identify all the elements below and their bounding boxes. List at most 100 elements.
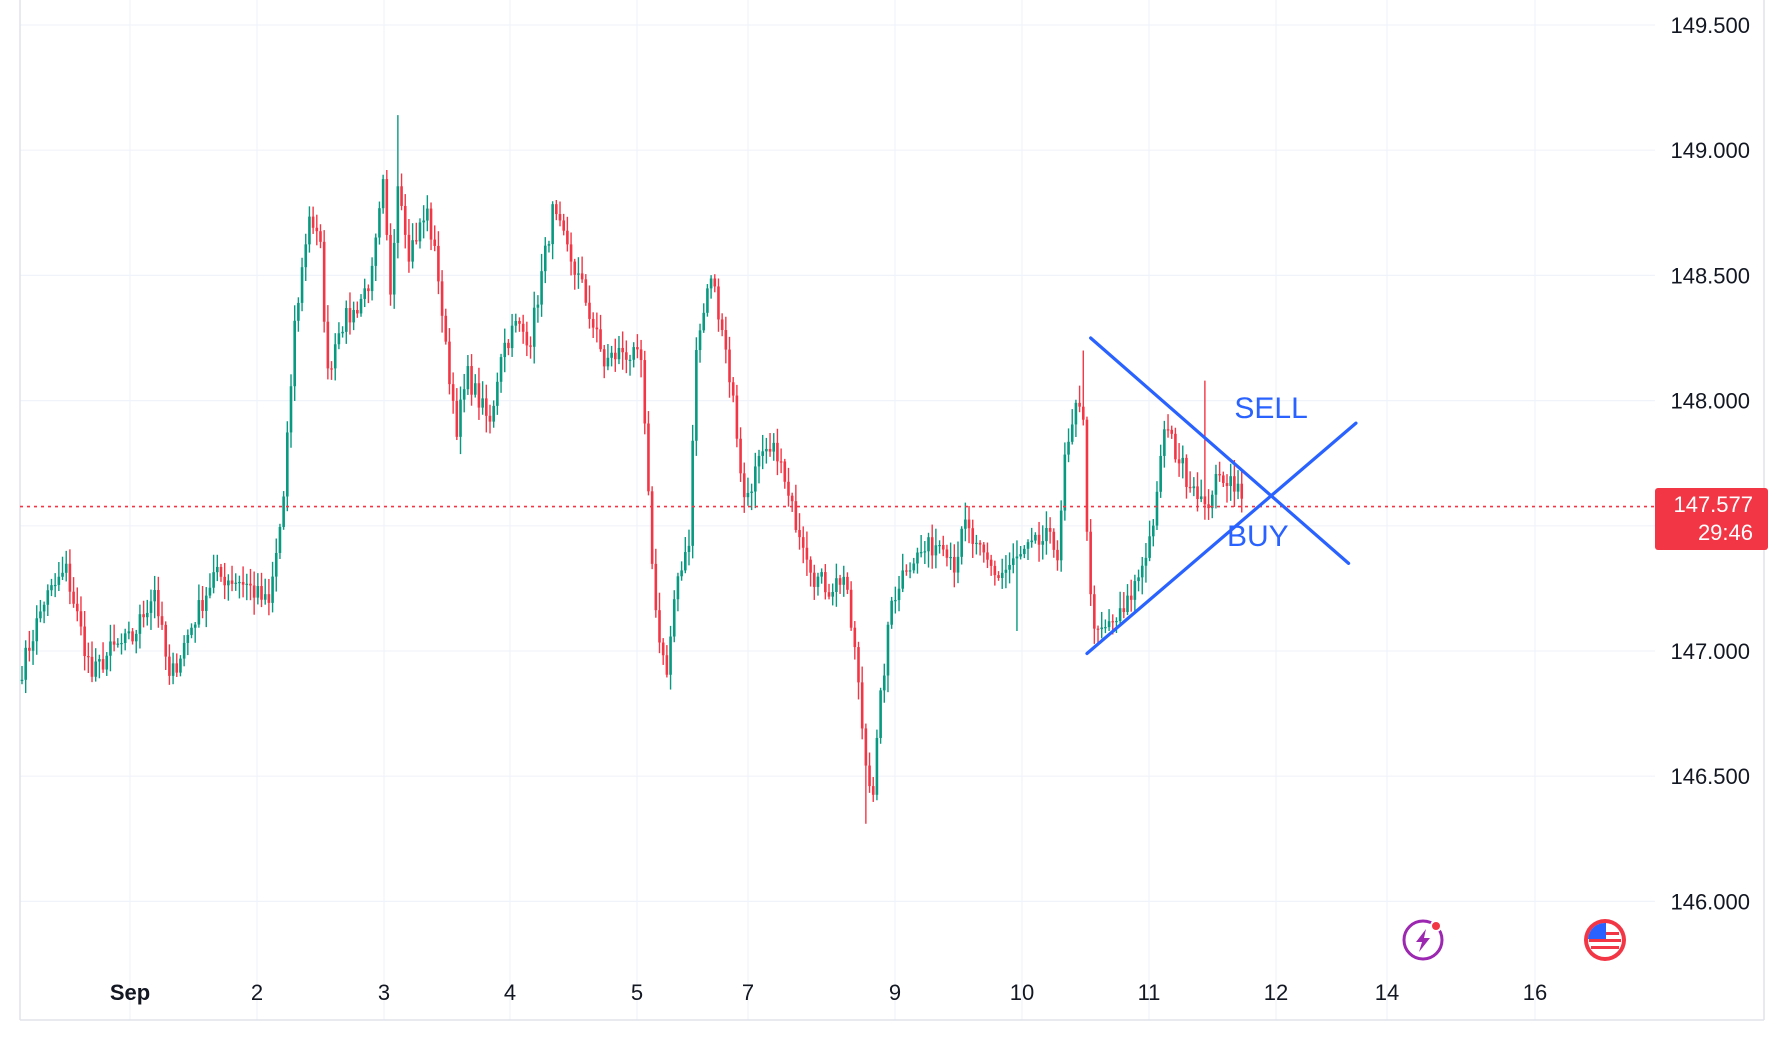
candle-body <box>1107 621 1111 628</box>
candle-body <box>374 237 378 266</box>
candle-body <box>286 432 289 497</box>
candle-body <box>271 576 274 603</box>
candle-body <box>757 455 761 467</box>
candle-body <box>234 582 238 584</box>
candle-body <box>219 566 223 577</box>
candle-body <box>1052 531 1056 550</box>
candle-body <box>772 442 776 452</box>
candle-body <box>79 611 83 627</box>
time-axis[interactable]: Sep 2 3 4 5 7 9 10 11 12 14 16 <box>110 980 1547 1005</box>
candle-body <box>879 690 882 738</box>
candle-body <box>392 242 396 295</box>
candle-body <box>532 307 536 347</box>
candle-body <box>890 600 893 625</box>
candle-body <box>521 323 525 332</box>
candle-body <box>580 273 584 280</box>
candle-body <box>1059 510 1063 561</box>
candlestick-series <box>20 115 1244 824</box>
candle-body <box>643 360 647 424</box>
lightning-bolt-icon[interactable] <box>1402 919 1444 961</box>
price-axis[interactable]: 149.500149.000148.500148.000147.500147.0… <box>1670 13 1750 914</box>
candle-body <box>1070 424 1074 442</box>
candle-body <box>610 352 613 358</box>
candle-body <box>190 627 193 635</box>
bar-countdown: 29:46 <box>1698 520 1753 545</box>
candle-body <box>525 331 529 346</box>
candle-body <box>252 585 256 598</box>
buy-label: BUY <box>1227 520 1289 553</box>
candle-body <box>857 647 860 683</box>
time-tick-label: 10 <box>1010 980 1034 1005</box>
candle-body <box>263 594 267 600</box>
candle-body <box>322 241 326 322</box>
candle-body <box>569 244 573 262</box>
candle-body <box>256 586 260 598</box>
candle-body <box>429 208 433 240</box>
candle-body <box>418 222 422 242</box>
candle-body <box>98 659 101 662</box>
candle-body <box>24 647 27 680</box>
candle-body <box>1126 595 1129 613</box>
candle-body <box>1174 433 1177 460</box>
candle-body <box>1240 483 1244 499</box>
candle-body <box>112 641 116 645</box>
candle-body <box>179 658 182 673</box>
candle-body <box>882 675 886 691</box>
candle-body <box>1170 429 1174 434</box>
candle-body <box>311 216 315 228</box>
candle-body <box>986 552 989 560</box>
candle-body <box>584 279 588 303</box>
price-tick-label: 148.500 <box>1670 263 1750 288</box>
candle-body <box>1181 457 1185 464</box>
candle-body <box>555 204 558 215</box>
candle-body <box>499 357 503 382</box>
candle-body <box>282 496 285 527</box>
candle-body <box>485 398 488 416</box>
us-flag-icon[interactable] <box>1584 919 1626 961</box>
candle-body <box>621 347 624 353</box>
candle-body <box>964 519 967 529</box>
candle-body <box>1144 557 1148 566</box>
candle-body <box>731 382 735 396</box>
candle-body <box>953 556 956 573</box>
chart-grid <box>19 0 1765 1021</box>
candle-body <box>1203 496 1207 505</box>
candle-body <box>695 350 698 441</box>
candle-body <box>1229 476 1232 487</box>
candle-body <box>344 308 348 332</box>
time-tick-label: 14 <box>1375 980 1399 1005</box>
candle-body <box>61 572 64 577</box>
candle-body <box>300 267 304 303</box>
candle-body <box>87 656 90 658</box>
candle-body <box>440 281 444 316</box>
candle-body <box>1155 491 1159 526</box>
candle-body <box>1236 483 1240 492</box>
candle-body <box>1122 608 1126 613</box>
candle-body <box>949 556 952 559</box>
candle-body <box>396 186 400 243</box>
candle-body <box>809 559 812 573</box>
candle-body <box>886 624 890 676</box>
candle-body <box>816 576 820 587</box>
candle-body <box>930 537 934 556</box>
descending-resistance-line[interactable] <box>1089 336 1351 565</box>
candle-body <box>1137 577 1140 582</box>
candle-body <box>997 575 1000 578</box>
candle-body <box>451 384 455 401</box>
candle-body <box>1118 608 1122 621</box>
time-tick-label: 16 <box>1523 980 1547 1005</box>
time-tick-label: Sep <box>110 980 150 1005</box>
candle-body <box>735 395 739 439</box>
candle-body <box>654 563 658 611</box>
price-tick-label: 148.000 <box>1670 389 1750 414</box>
ascending-support-line[interactable] <box>1085 421 1358 656</box>
price-tick-label: 146.500 <box>1670 764 1750 789</box>
candle-body <box>709 278 713 289</box>
candle-body <box>422 220 425 223</box>
candle-body <box>337 333 341 345</box>
trendlines[interactable] <box>1085 336 1358 656</box>
candle-body <box>661 642 665 656</box>
candle-body <box>53 584 57 587</box>
candle-body <box>514 320 518 326</box>
